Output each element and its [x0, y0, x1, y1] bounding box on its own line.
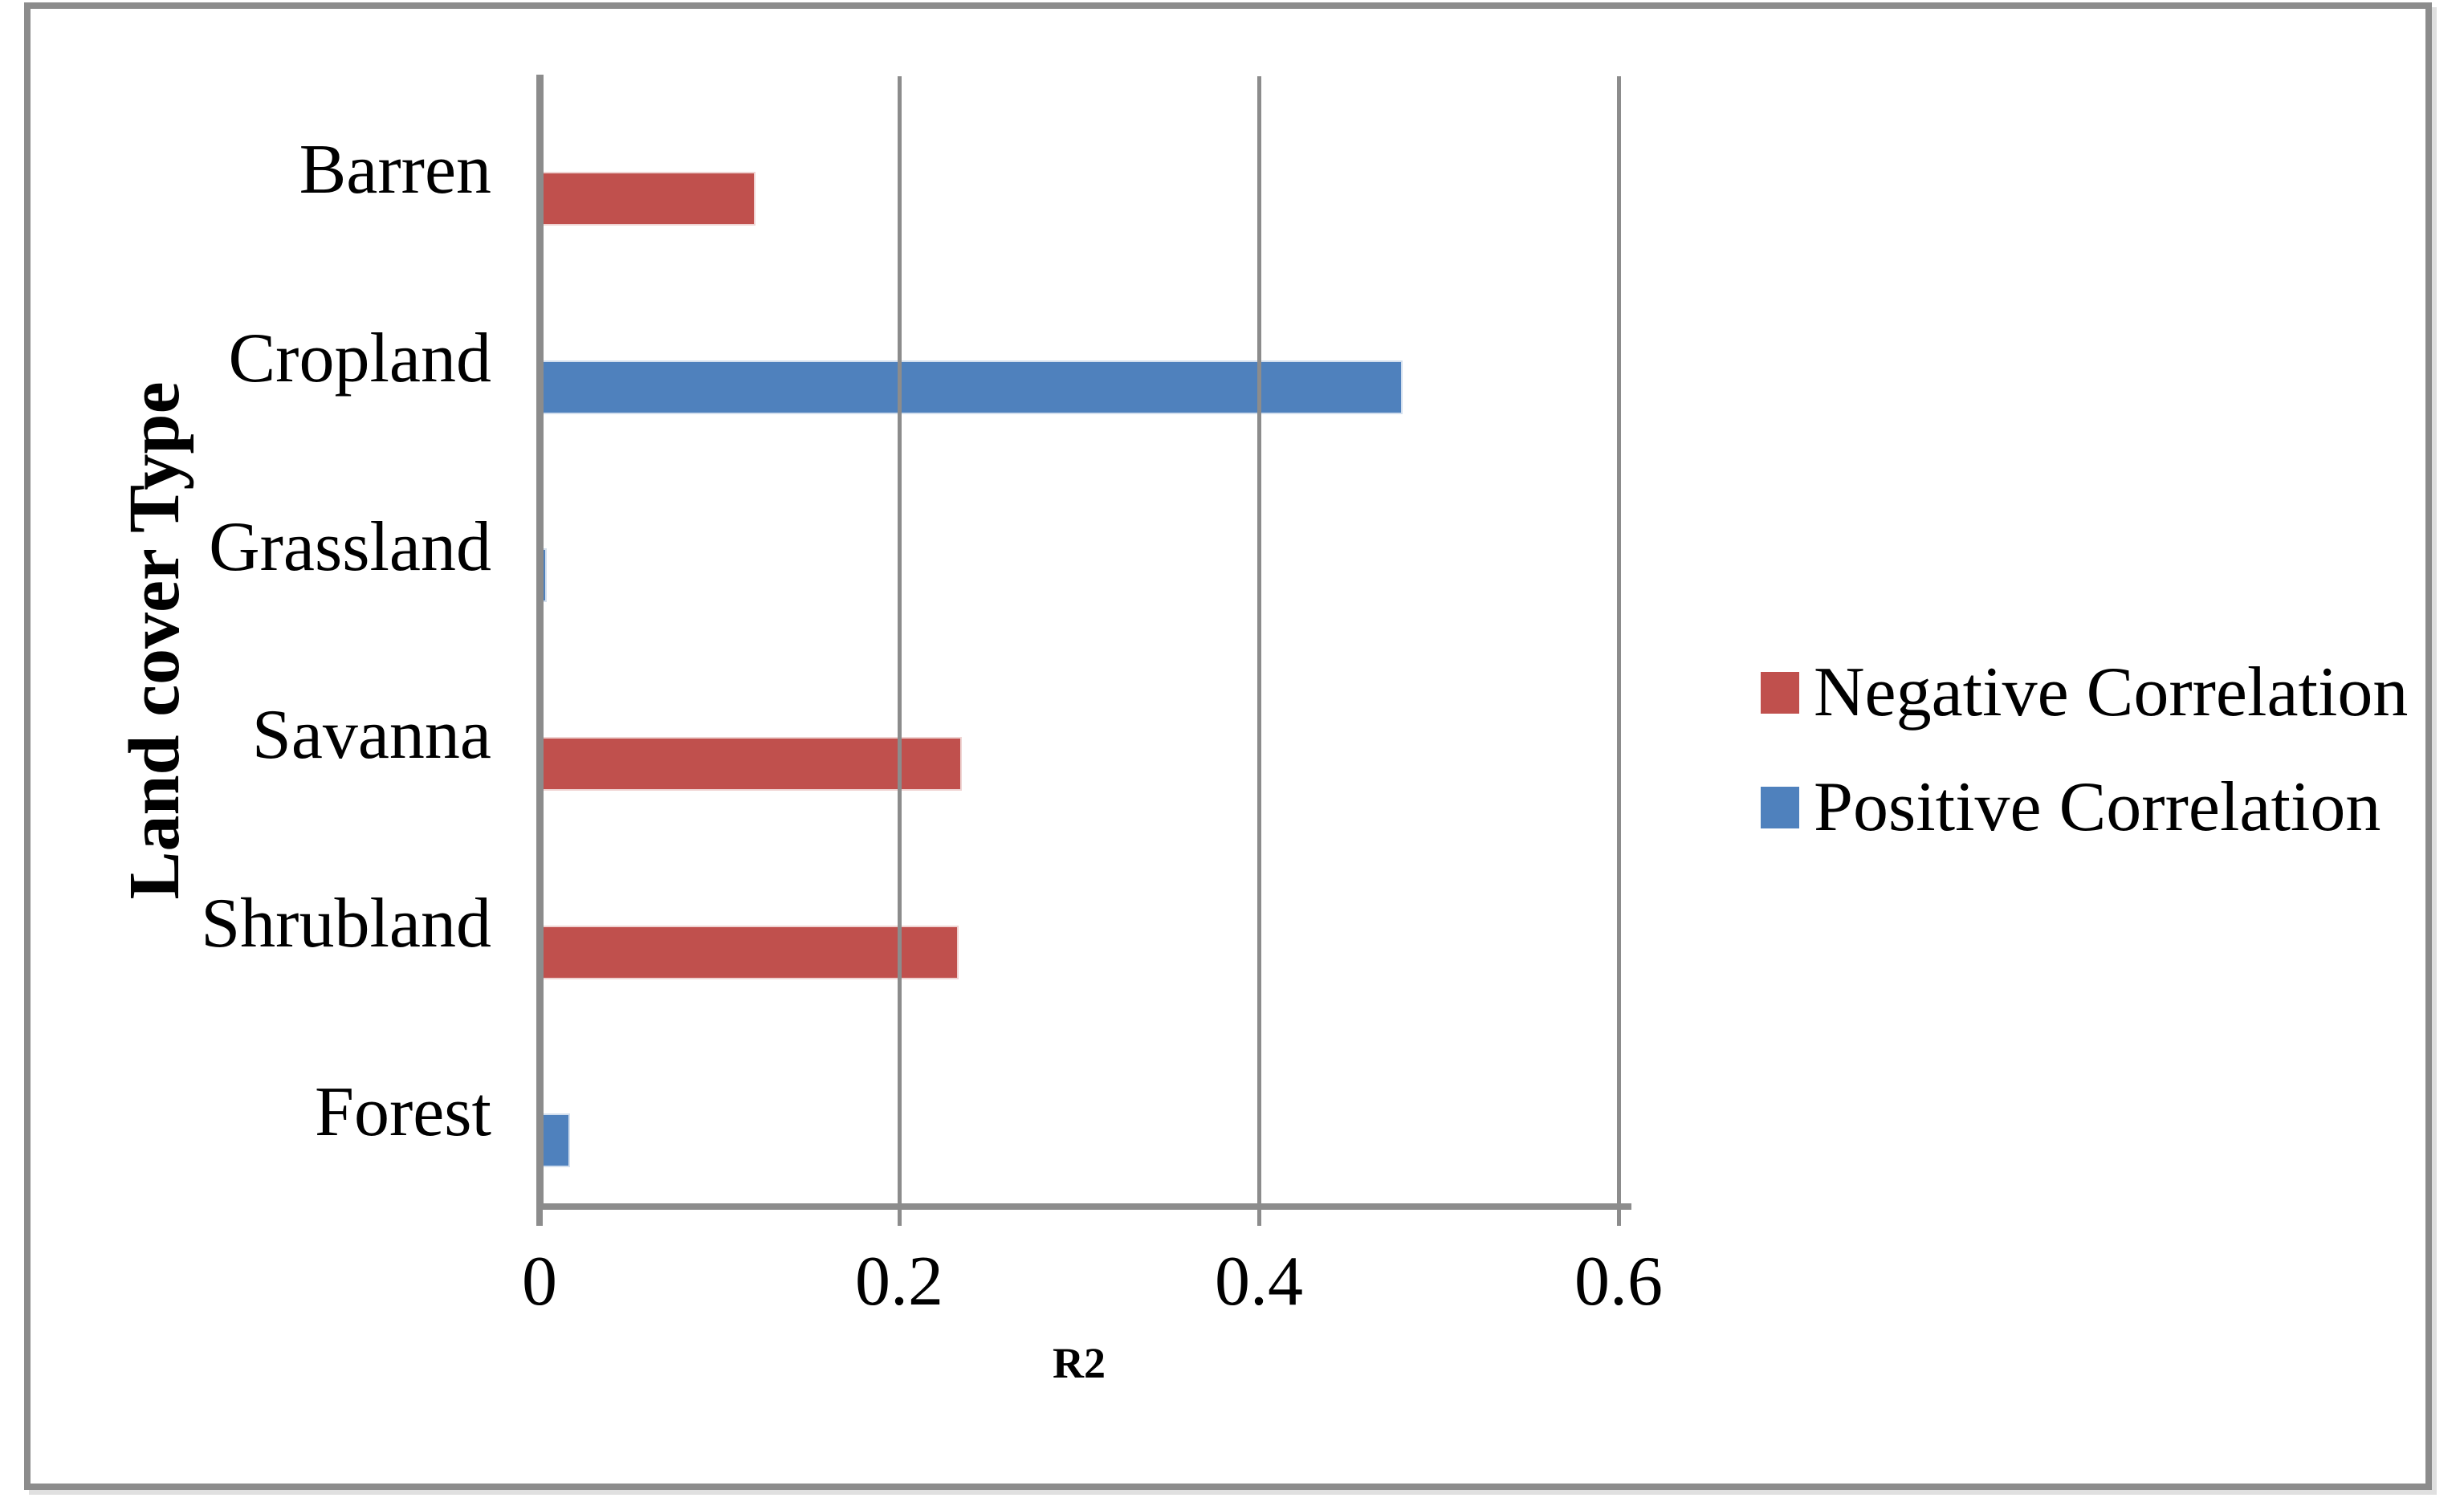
x-tick-label: 0.2: [855, 1243, 943, 1321]
bar: [540, 360, 1403, 414]
legend-swatch: [1761, 787, 1799, 828]
y-axis-line: [536, 75, 544, 1208]
category-label: Shrubland: [201, 885, 491, 963]
x-axis-title: R2: [1053, 1339, 1106, 1387]
bar: [540, 172, 755, 226]
category-label: Savanna: [251, 696, 491, 775]
x-axis-tick: [536, 1208, 543, 1226]
gridline: [1257, 76, 1261, 1207]
legend-label: Negative Correlation: [1814, 653, 2409, 731]
y-axis-title: Land cover Type: [115, 381, 194, 900]
x-axis-tick: [1617, 1208, 1621, 1226]
x-axis-tick: [1257, 1208, 1261, 1226]
legend-item: Negative Correlation: [1761, 657, 2408, 728]
gridline: [1617, 76, 1621, 1207]
bar: [540, 737, 963, 791]
x-axis-line: [536, 1203, 1631, 1210]
category-label: Grassland: [209, 507, 491, 586]
bar: [540, 925, 959, 979]
chart-frame: [24, 2, 2432, 1490]
gridline: [898, 76, 902, 1207]
x-tick-label: 0: [522, 1243, 557, 1321]
category-label: Forest: [315, 1072, 491, 1151]
category-label: Cropland: [228, 320, 491, 397]
legend-item: Positive Correlation: [1761, 768, 2381, 846]
bar: [540, 1113, 571, 1168]
category-label: Barren: [299, 131, 491, 210]
x-tick-label: 0.4: [1215, 1243, 1303, 1321]
legend-swatch: [1761, 672, 1799, 714]
legend-label: Positive Correlation: [1814, 768, 2381, 846]
x-tick-label: 0.6: [1574, 1243, 1663, 1321]
x-axis-tick: [898, 1208, 902, 1226]
